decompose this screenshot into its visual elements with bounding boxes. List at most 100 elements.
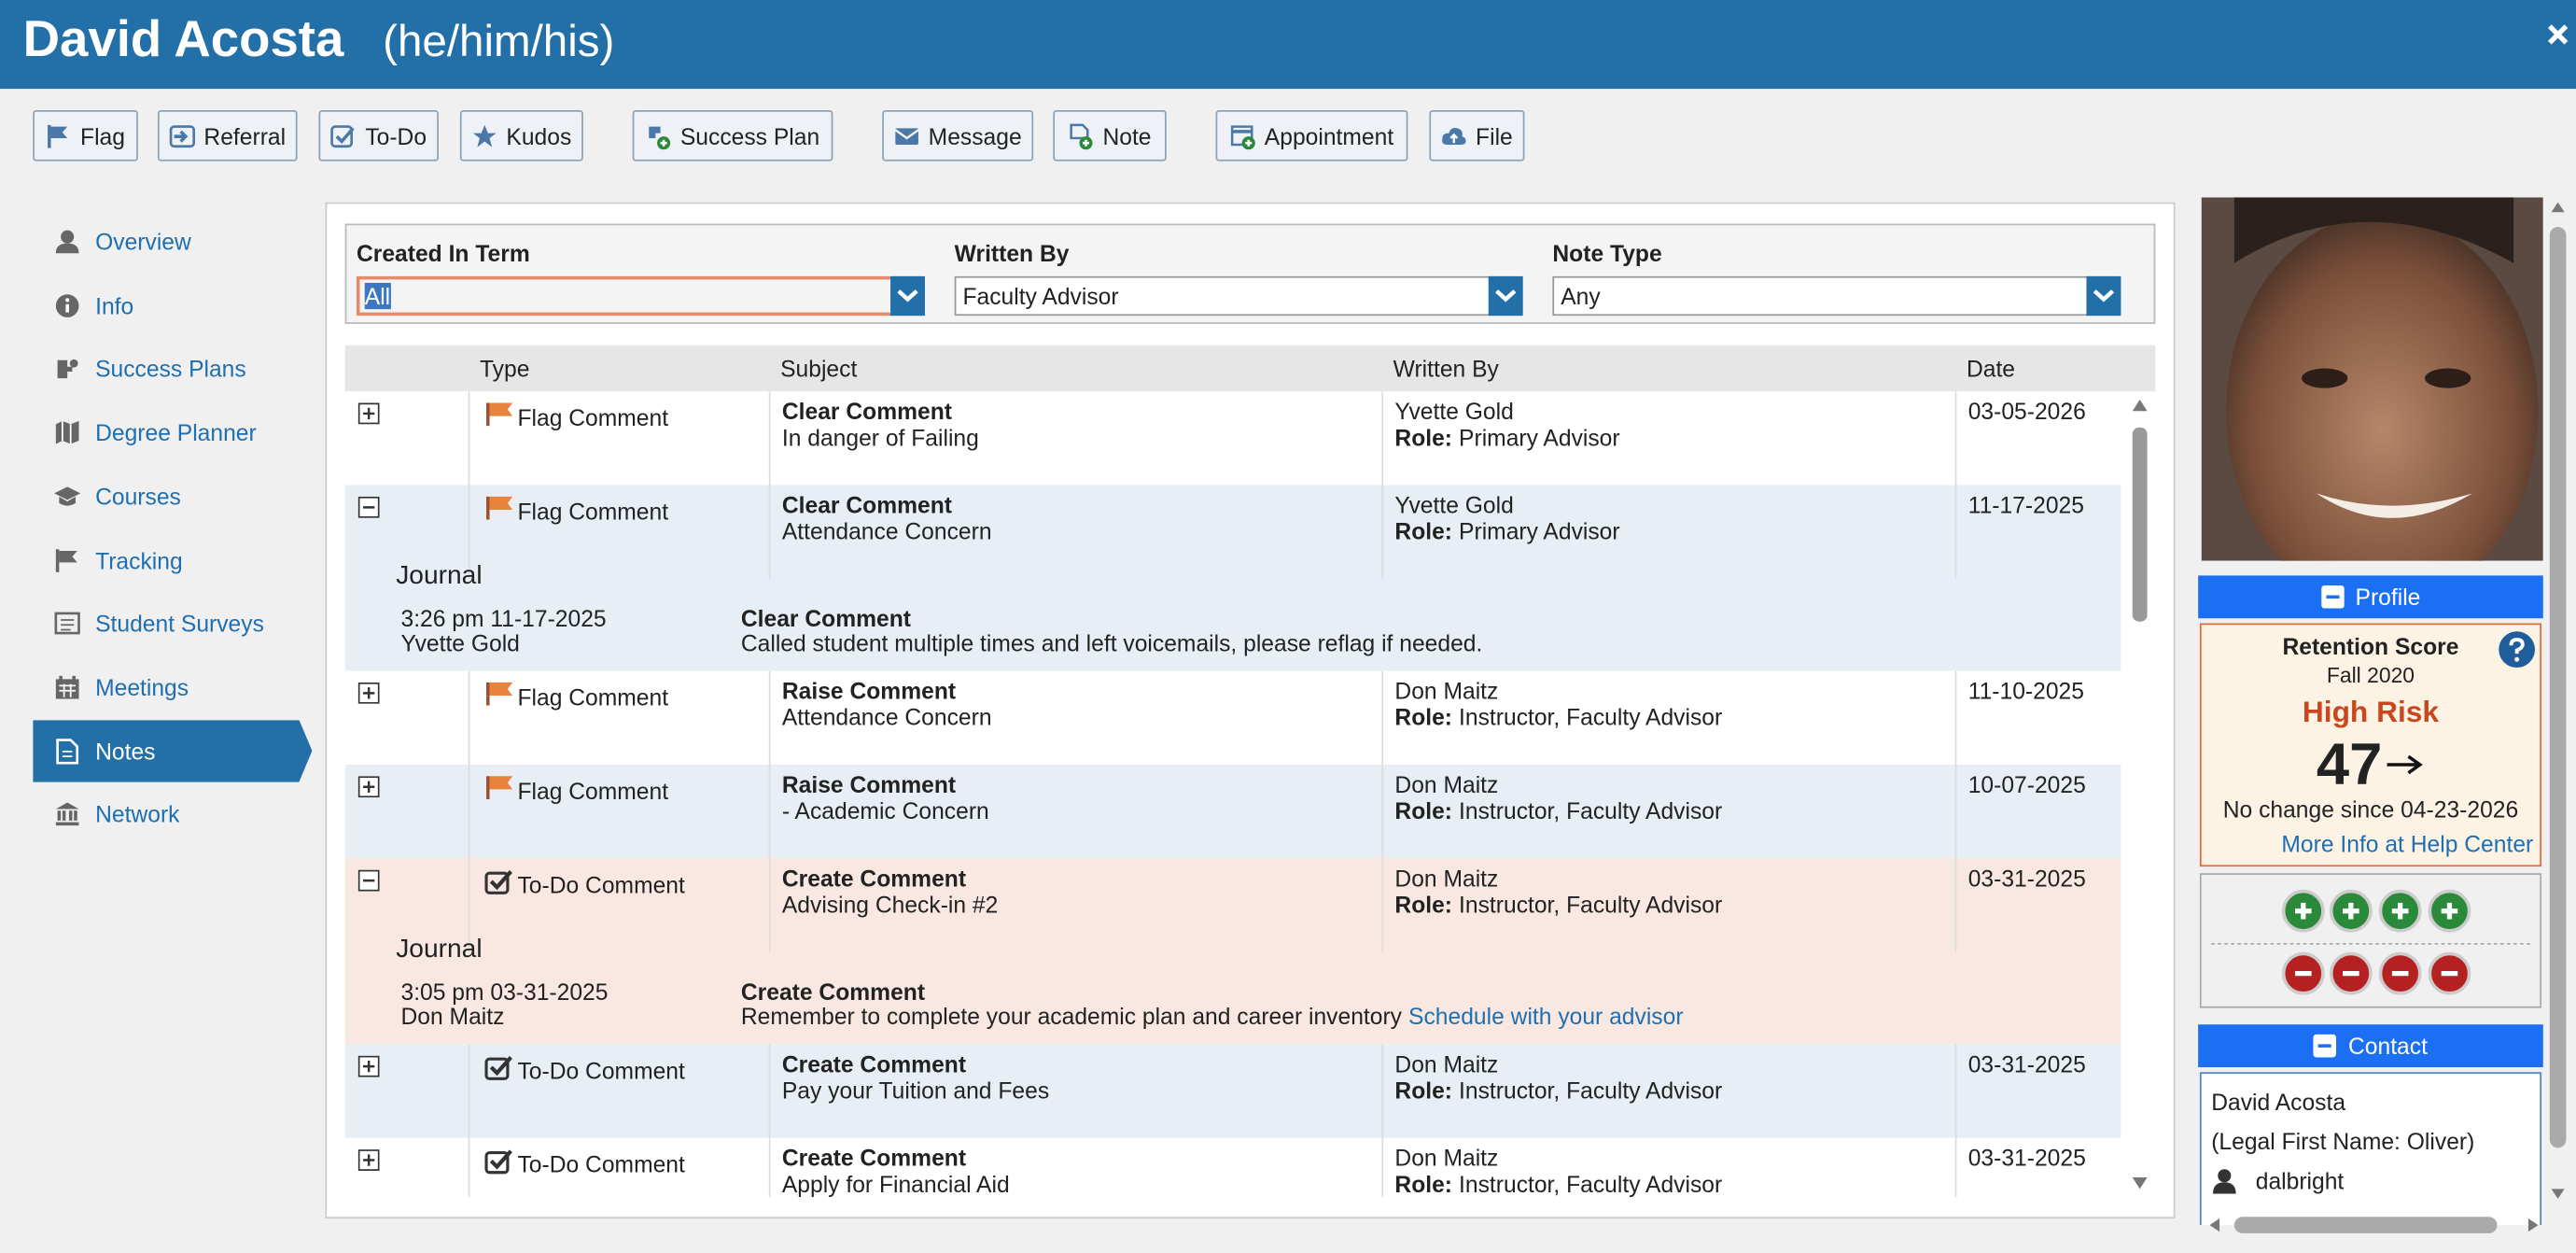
increase-button[interactable]: [2378, 889, 2422, 933]
nav-item[interactable]: Courses: [33, 465, 312, 528]
decrease-button[interactable]: [2378, 951, 2422, 995]
row-main: Flag Comment Clear Comment In danger of Fa…: [345, 391, 2121, 486]
role-label: Role:: [1394, 424, 1453, 451]
icon: [56, 738, 79, 764]
toolbar-button[interactable]: Kudos: [459, 110, 583, 162]
filter-label: Created In Term: [356, 240, 530, 267]
adjust-buttons: [2211, 889, 2534, 995]
icon: [357, 496, 380, 518]
filter-select[interactable]: Faculty Advisor: [954, 275, 1521, 317]
subject-detail: Advising Check-in #2: [781, 891, 999, 918]
toolbar-button[interactable]: Success Plan: [632, 110, 833, 162]
icon: [55, 802, 79, 826]
role-label: Role:: [1394, 1077, 1453, 1104]
decrease-button[interactable]: [2428, 951, 2471, 995]
retention-card: Retention Score Fall 2020 High Risk 47 N…: [2199, 623, 2542, 867]
expand-toggle[interactable]: [357, 402, 380, 429]
student-name: David Acosta: [22, 9, 344, 68]
retention-term: Fall 2020: [2326, 662, 2415, 688]
filter-dropdown[interactable]: [2086, 275, 2121, 317]
author-role: Role: Instructor, Faculty Advisor: [1394, 797, 1954, 824]
journal-author: Yvette Gold: [400, 629, 520, 656]
button-label: Note: [1102, 122, 1152, 149]
help-icon[interactable]: [2498, 630, 2537, 669]
nav-label: Tracking: [95, 546, 183, 573]
table-scrollbar[interactable]: [2124, 391, 2155, 1197]
note-date: 03-05-2026: [1967, 398, 2086, 425]
icon: [484, 870, 512, 894]
expand-toggle[interactable]: [357, 1149, 380, 1176]
expand-toggle[interactable]: [357, 1055, 380, 1082]
note-type: Flag Comment: [517, 404, 669, 431]
toolbar-button[interactable]: Flag: [33, 110, 138, 162]
expand-toggle[interactable]: [357, 496, 380, 523]
icon: [473, 123, 497, 147]
table-header: Type Subject Written By Date: [344, 345, 2156, 392]
toolbar-button[interactable]: Message: [882, 110, 1034, 162]
nav-item[interactable]: Success Plans: [33, 338, 312, 401]
nav-item[interactable]: Notes: [33, 719, 313, 782]
subject-title: Create Comment: [781, 1050, 967, 1077]
nav-item[interactable]: Info: [33, 275, 312, 337]
author-name: Yvette Gold: [1394, 491, 1514, 518]
nav-item[interactable]: Student Surveys: [33, 592, 312, 655]
filter-value: All: [364, 282, 391, 310]
help-link[interactable]: More Info at Help Center: [2281, 830, 2534, 857]
toolbar-button[interactable]: Referral: [157, 110, 298, 162]
journal-time: 3:26 pm 11-17-2025: [400, 605, 607, 632]
nav-item[interactable]: Tracking: [33, 528, 312, 591]
note-row: To-Do Comment Create Comment Advising Chec…: [344, 858, 2121, 1045]
expand-toggle[interactable]: [357, 776, 380, 802]
increase-button[interactable]: [2428, 889, 2471, 933]
toolbar-button[interactable]: Appointment: [1215, 110, 1408, 162]
filter-select[interactable]: Any: [1552, 275, 2120, 317]
icon: [357, 869, 380, 892]
profile-bar[interactable]: Profile: [2198, 575, 2543, 619]
filter-select[interactable]: All: [356, 275, 924, 317]
increase-button[interactable]: [2281, 889, 2325, 933]
row-main: Flag Comment Raise Comment Attendance Conc…: [345, 670, 2121, 765]
role-value: Instructor, Faculty Advisor: [1459, 891, 1723, 918]
panel-hscrollbar[interactable]: [2202, 1214, 2547, 1237]
filter-dropdown[interactable]: [1488, 275, 1523, 317]
nav-item[interactable]: Overview: [33, 210, 312, 273]
contact-text: dalbright: [2255, 1167, 2345, 1194]
nav-label: Degree Planner: [95, 419, 257, 446]
risk-level: High Risk: [2302, 695, 2440, 729]
contact-bar[interactable]: Contact: [2198, 1024, 2543, 1068]
author-cell: Don Maitz Role: Instructor, Faculty Adviso…: [1381, 1137, 1954, 1198]
journal-link[interactable]: Schedule with your advisor: [1408, 1003, 1684, 1030]
type-cell: Flag Comment: [468, 670, 769, 765]
nav-label: Success Plans: [95, 356, 246, 383]
button-label: To-Do: [365, 122, 427, 149]
decrease-button[interactable]: [2281, 951, 2325, 995]
decrease-button[interactable]: [2329, 951, 2373, 995]
close-button[interactable]: [2546, 23, 2569, 47]
increase-button[interactable]: [2329, 889, 2373, 933]
note-type: To-Do Comment: [517, 1150, 685, 1178]
header: David Acosta (he/him/his): [0, 0, 2576, 90]
author-cell: Don Maitz Role: Instructor, Faculty Adviso…: [1381, 670, 1954, 765]
nav-item[interactable]: Meetings: [33, 656, 312, 719]
toolbar-button[interactable]: To-Do: [318, 110, 439, 162]
row-main: To-Do Comment Create Comment Advising Chec…: [345, 858, 2121, 952]
panel-scrollbar[interactable]: [2546, 194, 2569, 1214]
expand-toggle[interactable]: [357, 682, 380, 709]
button-label: Kudos: [506, 122, 572, 149]
icon: [357, 682, 380, 704]
toolbar-button[interactable]: File: [1429, 110, 1525, 162]
journal-title: Clear Comment: [740, 605, 911, 632]
column-header: Subject: [780, 355, 858, 382]
expand-toggle[interactable]: [357, 869, 380, 896]
nav-item[interactable]: Degree Planner: [33, 401, 312, 464]
toolbar-button[interactable]: Note: [1053, 110, 1167, 162]
type-cell: Flag Comment: [468, 764, 769, 859]
icon: [486, 496, 513, 520]
filter-dropdown[interactable]: [890, 275, 925, 317]
icon: [486, 402, 513, 427]
icon: [1070, 122, 1093, 149]
row-main: Flag Comment Raise Comment - Academic Conc…: [345, 764, 2121, 859]
icon: [330, 124, 356, 148]
nav-item[interactable]: Network: [33, 783, 312, 846]
note-row: Flag Comment Clear Comment In danger of Fa…: [344, 391, 2121, 486]
